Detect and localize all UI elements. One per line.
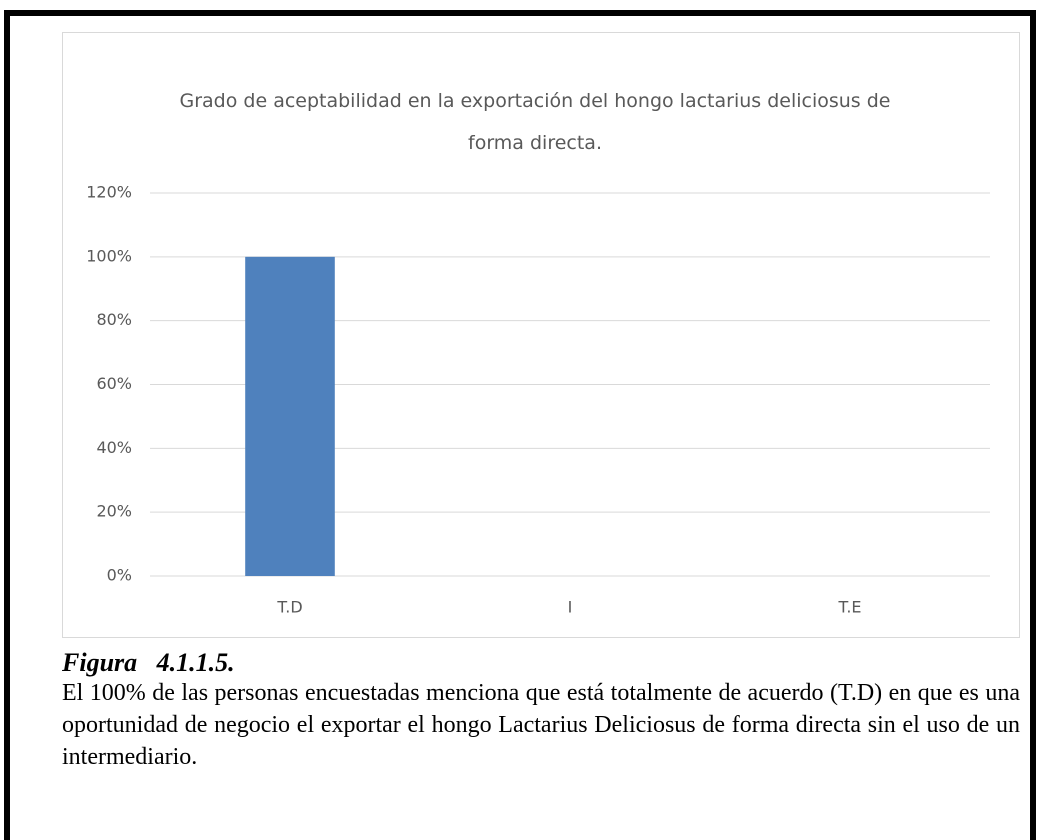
y-tick-label: 40%	[96, 438, 132, 457]
x-tick-label: I	[568, 598, 573, 617]
bar	[245, 256, 335, 576]
x-tick-label: T.E	[837, 598, 861, 617]
figure-label: Figura 4.1.1.5.	[62, 648, 235, 677]
page: 0% 20% 40% 60% 80% 100% 120% T.D I T.E Grado de a…	[4, 10, 1036, 840]
chart-title: Grado de aceptabilidad en la exportación…	[179, 90, 891, 154]
y-tick-label: 120%	[86, 183, 132, 202]
figure-caption: El 100% de las personas encuestadas menc…	[62, 680, 1020, 770]
y-tick-label: 60%	[96, 374, 132, 393]
y-tick-label: 20%	[96, 502, 132, 521]
chart-area	[62, 32, 1020, 638]
x-tick-label: T.D	[276, 598, 302, 617]
y-tick-label: 0%	[107, 566, 132, 585]
y-tick-label: 100%	[86, 246, 132, 265]
y-tick-label: 80%	[96, 310, 132, 329]
chart: 0% 20% 40% 60% 80% 100% 120% T.D I T.E	[86, 183, 990, 617]
frame	[4, 10, 1036, 840]
